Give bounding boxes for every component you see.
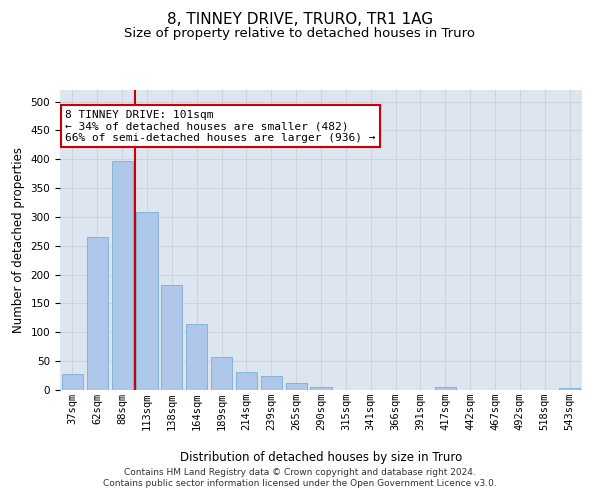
Text: Size of property relative to detached houses in Truro: Size of property relative to detached ho…: [125, 28, 476, 40]
Bar: [112, 161, 133, 390]
Bar: [559, 388, 580, 390]
Bar: [310, 386, 332, 390]
Text: 8, TINNEY DRIVE, TRURO, TR1 1AG: 8, TINNEY DRIVE, TRURO, TR1 1AG: [167, 12, 433, 28]
Bar: [62, 374, 83, 390]
Y-axis label: Number of detached properties: Number of detached properties: [12, 147, 25, 333]
Text: Distribution of detached houses by size in Truro: Distribution of detached houses by size …: [180, 451, 462, 464]
Bar: [236, 372, 257, 390]
Bar: [261, 376, 282, 390]
Bar: [286, 382, 307, 390]
Text: Contains HM Land Registry data © Crown copyright and database right 2024.
Contai: Contains HM Land Registry data © Crown c…: [103, 468, 497, 487]
Text: 8 TINNEY DRIVE: 101sqm
← 34% of detached houses are smaller (482)
66% of semi-de: 8 TINNEY DRIVE: 101sqm ← 34% of detached…: [65, 110, 376, 142]
Bar: [435, 387, 456, 390]
Bar: [186, 324, 207, 390]
Bar: [161, 285, 182, 390]
Bar: [136, 212, 158, 390]
Bar: [211, 357, 232, 390]
Bar: [87, 237, 108, 390]
